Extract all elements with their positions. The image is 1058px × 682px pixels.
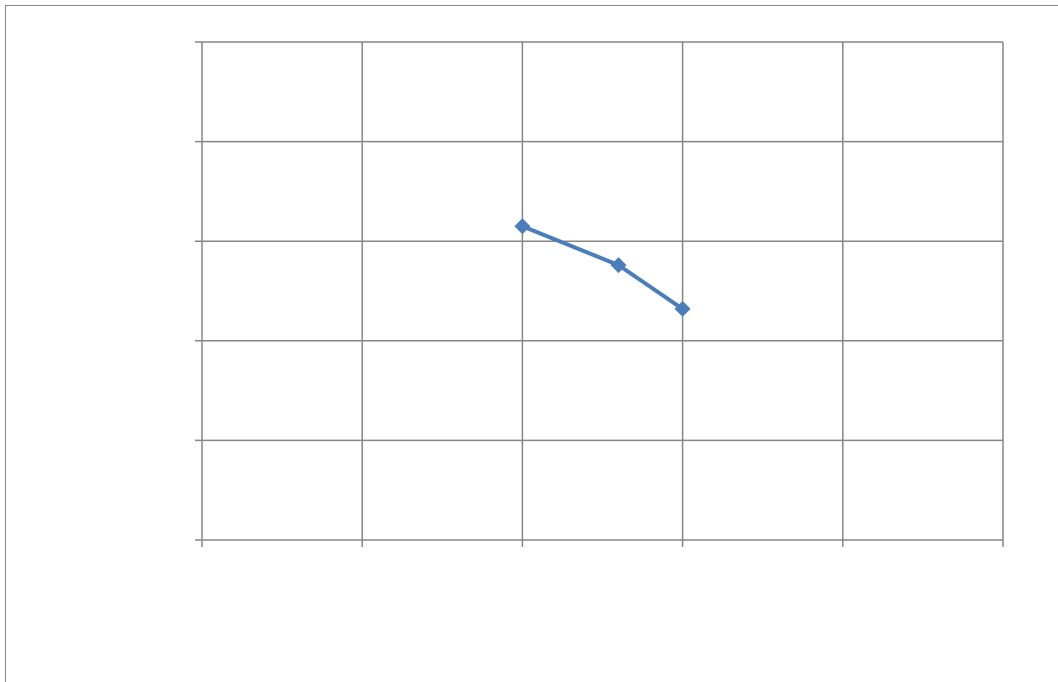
chart-border [5,5,1058,682]
marker [610,257,627,274]
marker [514,218,531,235]
marker [674,300,691,317]
